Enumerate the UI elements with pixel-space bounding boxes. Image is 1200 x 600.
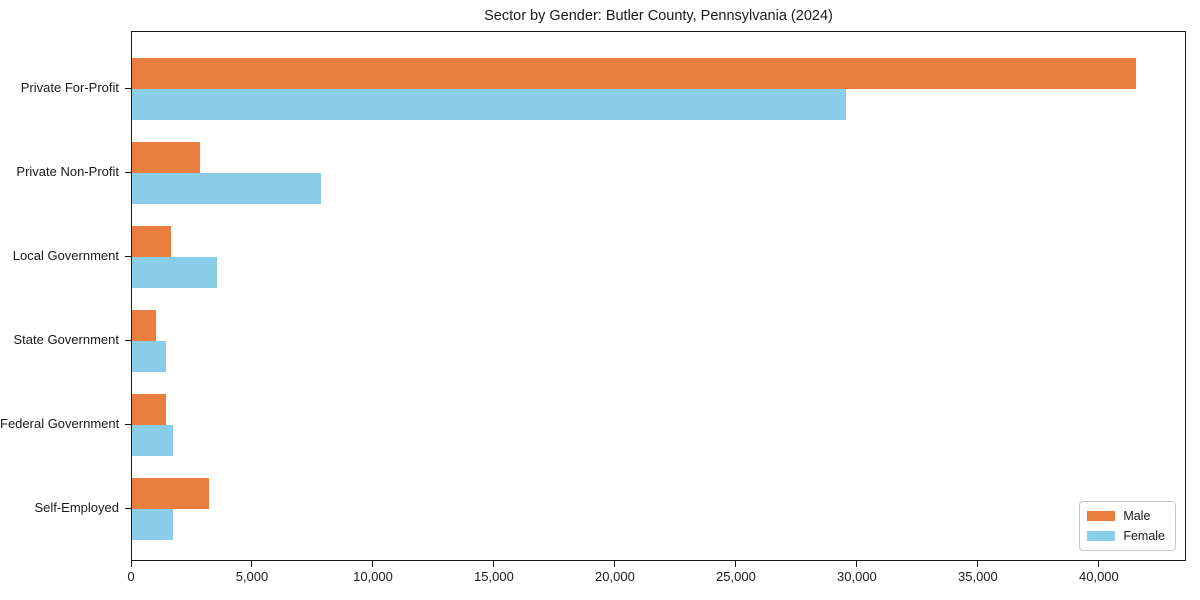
bar-female-federal-government <box>132 425 174 456</box>
bar-male-federal-government <box>132 394 166 425</box>
x-axis: 0 5,000 10,000 15,000 20,000 25,000 30,000 35,0… <box>127 561 1186 591</box>
x-tick-label: 30,000 <box>837 569 877 584</box>
y-tick <box>125 172 131 173</box>
bar-female-state-government <box>132 341 166 372</box>
plot-area: Male Female <box>131 31 1186 561</box>
x-tick-label: 15,000 <box>474 569 514 584</box>
y-tick <box>125 256 131 257</box>
y-tick <box>125 424 131 425</box>
y-axis-label: Local Government <box>12 248 119 263</box>
bar-male-private-for-profit <box>132 58 1137 89</box>
chart-title: Sector by Gender: Butler County, Pennsyl… <box>484 8 833 24</box>
x-tick-label: 25,000 <box>716 569 756 584</box>
x-tick <box>614 561 616 567</box>
x-tick <box>977 561 979 567</box>
legend-label: Female <box>1123 529 1165 543</box>
x-tick-label: 5,000 <box>235 569 269 584</box>
y-tick <box>125 88 131 89</box>
y-tick <box>125 340 131 341</box>
legend: Male Female <box>1079 501 1176 551</box>
x-tick-label: 10,000 <box>353 569 393 584</box>
bar-female-local-government <box>132 257 217 288</box>
legend-item-female: Female <box>1087 529 1165 543</box>
legend-swatch-male <box>1087 511 1116 521</box>
y-axis-label: State Government <box>13 332 120 347</box>
y-axis-label: Private Non-Profit <box>16 164 119 179</box>
bar-female-private-for-profit <box>132 89 846 120</box>
x-tick-label: 20,000 <box>595 569 635 584</box>
x-tick <box>735 561 737 567</box>
legend-swatch-female <box>1087 531 1116 541</box>
x-tick-label: 40,000 <box>1078 569 1119 584</box>
x-tick-label: 0 <box>127 569 135 584</box>
y-tick <box>125 508 131 509</box>
x-tick-label: 35,000 <box>958 569 998 584</box>
bar-female-private-non-profit <box>132 173 321 204</box>
y-axis-label: Self-Employed <box>34 500 119 515</box>
x-tick <box>1098 561 1100 567</box>
x-tick <box>372 561 374 567</box>
bar-female-self-employed <box>132 509 174 540</box>
bar-male-state-government <box>132 310 157 341</box>
bar-male-private-non-profit <box>132 142 200 173</box>
x-tick <box>856 561 858 567</box>
x-tick <box>251 561 253 567</box>
y-axis-label: Federal Government <box>0 416 120 431</box>
x-tick <box>493 561 495 567</box>
legend-label: Male <box>1123 509 1151 523</box>
y-axis-label: Private For-Profit <box>20 80 119 95</box>
bar-male-self-employed <box>132 478 210 509</box>
x-tick <box>131 561 132 567</box>
bar-male-local-government <box>132 226 171 257</box>
legend-item-male: Male <box>1087 509 1165 523</box>
